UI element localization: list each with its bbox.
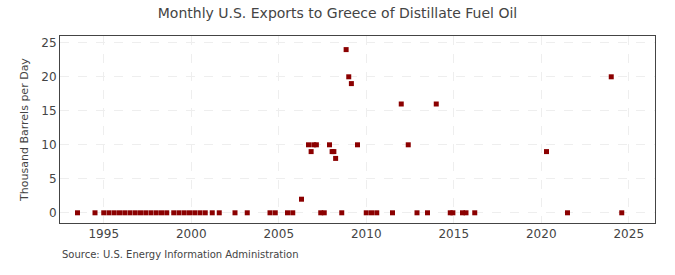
svg-text:0: 0: [49, 206, 57, 220]
svg-text:25: 25: [41, 36, 56, 50]
svg-text:5: 5: [49, 172, 57, 186]
svg-text:Source: U.S. Energy Informatio: Source: U.S. Energy Information Administ…: [62, 249, 299, 260]
svg-text:20: 20: [41, 70, 56, 84]
svg-text:10: 10: [41, 138, 56, 152]
svg-text:2015: 2015: [438, 227, 469, 241]
svg-text:2020: 2020: [526, 227, 557, 241]
svg-text:2025: 2025: [613, 227, 644, 241]
svg-text:Monthly U.S. Exports to Greece: Monthly U.S. Exports to Greece of Distil…: [158, 5, 517, 21]
svg-text:1995: 1995: [88, 227, 119, 241]
svg-text:Thousand Barrels per Day: Thousand Barrels per Day: [18, 58, 31, 202]
svg-text:2010: 2010: [351, 227, 382, 241]
svg-text:15: 15: [41, 104, 56, 118]
svg-text:2005: 2005: [263, 227, 294, 241]
svg-text:2000: 2000: [176, 227, 207, 241]
